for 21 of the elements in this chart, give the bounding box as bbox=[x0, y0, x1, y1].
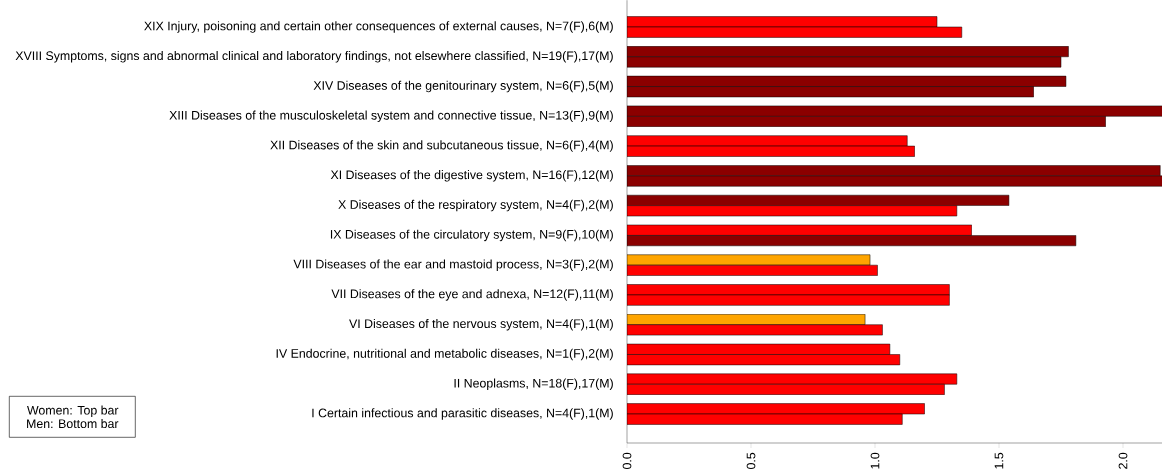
y-tick-label: XIII Diseases of the musculoskeletal system and connective tissue, N=13(F),9(M) bbox=[169, 110, 613, 123]
y-tick-label: XII Diseases of the skin and subcutaneous tissue, N=6(F),4(M) bbox=[270, 140, 613, 152]
y-tick-label: VIII Diseases of the ear and mastoid process, N=3(F),2(M) bbox=[293, 259, 613, 271]
x-tick-label: 1.5 bbox=[994, 452, 1004, 469]
x-tick-label: 0.5 bbox=[746, 452, 756, 470]
x-tick-label: 0.0 bbox=[622, 452, 632, 470]
y-tick-label: XIV Diseases of the genitourinary system, N=6(F),5(M) bbox=[313, 80, 613, 93]
y-tick-label: II Neoplasms, N=18(F),17(M) bbox=[454, 378, 613, 390]
x-tick-label: 2.0 bbox=[1118, 452, 1128, 469]
y-tick-label: IV Endocrine, nutritional and metabolic diseases, N=1(F),2(M) bbox=[276, 348, 613, 361]
y-tick-label: X Diseases of the respiratory system, N=4(F),2(M) bbox=[338, 199, 613, 212]
y-tick-label: VII Diseases of the eye and adnexa, N=12(F),11(M) bbox=[331, 289, 613, 301]
y-tick-label: VI Diseases of the nervous system, N=4(F),1(M) bbox=[349, 318, 613, 331]
text: Men: Bottom bar bbox=[27, 418, 119, 429]
y-tick-label: XIX Injury, poisoning and certain other consequences of external causes, N=7(F),6(M) bbox=[144, 21, 613, 33]
y-tick-label: I Certain infectious and parasitic diseases, N=4(F),1(M) bbox=[312, 408, 613, 420]
y-tick-label: XI Diseases of the digestive system, N=16(F),12(M) bbox=[330, 170, 613, 182]
y-tick-label: XVIII Symptoms, signs and abnormal clinical and laboratory findings, not elsewhere classified, N=19(F),17(M) bbox=[15, 51, 613, 63]
y-tick-label: IX Diseases of the circulatory system, N=9(F),10(M) bbox=[330, 229, 613, 242]
text: Women: Top bar bbox=[27, 405, 119, 418]
x-tick-label: 1.0 bbox=[870, 452, 880, 469]
